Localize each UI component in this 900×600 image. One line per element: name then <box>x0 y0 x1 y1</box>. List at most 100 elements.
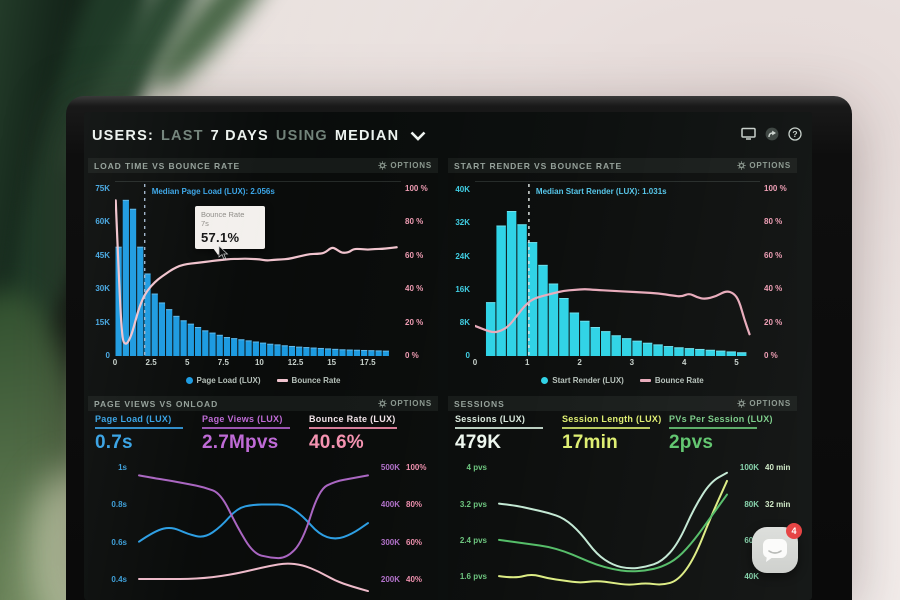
header-segment[interactable]: MEDIAN <box>334 128 400 144</box>
chart-legend: Page Load (LUX) Bounce Rate <box>88 373 438 388</box>
axis-tick: 60 % <box>405 250 424 260</box>
axis-tick: 0 % <box>764 351 778 360</box>
stat-underline <box>95 427 183 429</box>
panel-load-time: LOAD TIME VS BOUNCE RATE OPTIONS 75K 60K 4… <box>88 158 438 390</box>
stat-label: PVs Per Session (LUX) <box>669 414 773 424</box>
options-button[interactable]: OPTIONS <box>737 399 791 408</box>
axis-tick: 7.5 <box>217 358 229 367</box>
chart-canvas[interactable] <box>475 182 760 356</box>
axis-tick: 32 min <box>765 499 791 509</box>
panel-sessions: SESSIONS OPTIONS Sessions (LUX) 479K Ses… <box>448 396 797 600</box>
stat-label: Sessions (LUX) <box>455 414 526 424</box>
stats-row: Page Load (LUX) 0.7s Page Views (LUX) 2.… <box>92 414 436 462</box>
legend-item[interactable]: Start Render (LUX) <box>541 376 624 385</box>
gear-icon <box>737 161 746 170</box>
axis-tick: 300K <box>380 537 400 547</box>
plot-area[interactable]: Median Start Render (LUX): 1.031s <box>475 181 760 356</box>
axis-tick: 3.2 pvs <box>459 499 487 509</box>
y-axis-left: 75K 60K 45K 30K 15K 0 <box>88 181 113 360</box>
laptop: USERS: LAST 7 DAYS USING MEDIAN ? <box>66 96 852 600</box>
load-time-chart: 75K 60K 45K 30K 15K 0 Median Page Load (LUX):… <box>88 173 438 390</box>
plot-area[interactable] <box>135 456 372 592</box>
svg-text:?: ? <box>792 129 797 139</box>
axis-tick: 0 <box>472 358 478 367</box>
axis-tick: 80 % <box>405 217 424 227</box>
mouse-cursor-icon <box>218 245 230 265</box>
axis-tick: 100 % <box>405 183 428 193</box>
axis-tick: 40 min <box>765 463 791 473</box>
stats-row: Sessions (LUX) 479K Session Length (LUX)… <box>452 414 795 462</box>
stat-pvs-per-session: PVs Per Session (LUX) 2pvs <box>666 414 773 462</box>
gear-icon <box>737 399 746 408</box>
legend-item[interactable]: Page Load (LUX) <box>185 376 261 385</box>
stat-label: Session Length (LUX) <box>562 414 662 424</box>
axis-tick: 15 <box>327 358 337 367</box>
axis-tick: 0.4s <box>111 574 127 584</box>
stat-underline <box>562 427 650 429</box>
panel-start-render: START RENDER VS BOUNCE RATE OPTIONS 40K 3… <box>448 158 797 390</box>
stat-page-load: Page Load (LUX) 0.7s <box>92 414 199 462</box>
options-button[interactable]: OPTIONS <box>378 399 432 408</box>
options-button[interactable]: OPTIONS <box>737 161 791 170</box>
axis-tick: 400K <box>380 500 400 510</box>
panel-header: START RENDER VS BOUNCE RATE OPTIONS <box>448 158 797 173</box>
axis-tick: 40 % <box>764 284 783 294</box>
panel-page-views: PAGE VIEWS VS ONLOAD OPTIONS Page Load (… <box>88 396 438 600</box>
dashboard-screen: USERS: LAST 7 DAYS USING MEDIAN ? <box>84 112 812 600</box>
median-annotation: Median Start Render (LUX): 1.031s <box>535 187 667 196</box>
y-axis-left: 1s 0.8s 0.6s 0.4s <box>88 456 132 592</box>
page-views-chart: 1s 0.8s 0.6s 0.4s 500K 100% 400K 80% 300K 60% 200… <box>88 456 438 592</box>
stat-value: 40.6% <box>309 431 364 453</box>
header-segment[interactable]: USERS: <box>92 128 154 144</box>
options-button[interactable]: OPTIONS <box>378 161 432 170</box>
axis-tick: 5 <box>184 358 190 367</box>
panel-header: LOAD TIME VS BOUNCE RATE OPTIONS <box>88 158 438 173</box>
axis-tick: 80K <box>744 499 759 509</box>
axis-tick: 5 <box>734 358 739 367</box>
tooltip-arrow <box>213 247 223 255</box>
axis-tick: 100% <box>406 463 427 473</box>
axis-tick: 1 <box>525 358 530 367</box>
axis-tick: 100K <box>739 463 759 473</box>
axis-tick: 17.5 <box>359 358 376 367</box>
axis-tick: 2 <box>577 358 582 367</box>
sessions-chart: 4 pvs 3.2 pvs 2.4 pvs 1.6 pvs 100K 40 min 80K… <box>448 456 797 592</box>
stat-value: 2.7Mpvs <box>202 431 279 453</box>
chart-canvas[interactable] <box>135 456 372 592</box>
header-segment[interactable]: LAST <box>161 128 204 144</box>
chart-canvas[interactable] <box>495 456 731 592</box>
messenger-button[interactable]: 4 <box>752 523 802 573</box>
stat-underline <box>309 427 397 429</box>
stat-label: Page Load (LUX) <box>95 414 172 424</box>
header-segment[interactable]: USING <box>275 128 328 144</box>
share-icon[interactable] <box>765 127 779 146</box>
chevron-down-icon[interactable] <box>410 131 426 141</box>
axis-tick: 1.6 pvs <box>459 572 487 582</box>
panel-title: PAGE VIEWS VS ONLOAD <box>94 398 219 409</box>
legend-line-icon <box>639 379 651 382</box>
axis-tick: 30K <box>95 284 110 294</box>
stat-label: Bounce Rate (LUX) <box>309 414 396 424</box>
help-icon[interactable]: ? <box>788 126 802 146</box>
tooltip-sub: 7s <box>201 219 209 229</box>
display-icon[interactable] <box>741 127 756 145</box>
axis-tick: 4 <box>681 358 687 367</box>
axis-tick: 200K <box>380 574 400 584</box>
axis-tick: 80% <box>406 500 423 510</box>
chart-legend: Start Render (LUX) Bounce Rate <box>448 373 797 388</box>
stat-value: 17min <box>562 431 618 453</box>
axis-tick: 60 % <box>764 250 783 260</box>
axis-tick: 15K <box>95 317 110 327</box>
plot-area[interactable] <box>495 456 731 592</box>
plot-area[interactable]: Median Page Load (LUX): 2.056s Bounce Ra… <box>115 181 401 356</box>
axis-tick: 60K <box>733 536 759 545</box>
axis-tick: 500K <box>380 463 400 473</box>
axis-tick: 20 % <box>405 317 424 327</box>
legend-item[interactable]: Bounce Rate <box>639 376 704 385</box>
axis-tick: 0 <box>105 351 110 360</box>
median-annotation: Median Page Load (LUX): 2.056s <box>151 187 275 196</box>
legend-item[interactable]: Bounce Rate <box>276 376 340 385</box>
legend-dot-icon <box>541 377 549 384</box>
header-segment[interactable]: 7 DAYS <box>210 128 269 144</box>
stat-sessions: Sessions (LUX) 479K <box>452 414 559 462</box>
